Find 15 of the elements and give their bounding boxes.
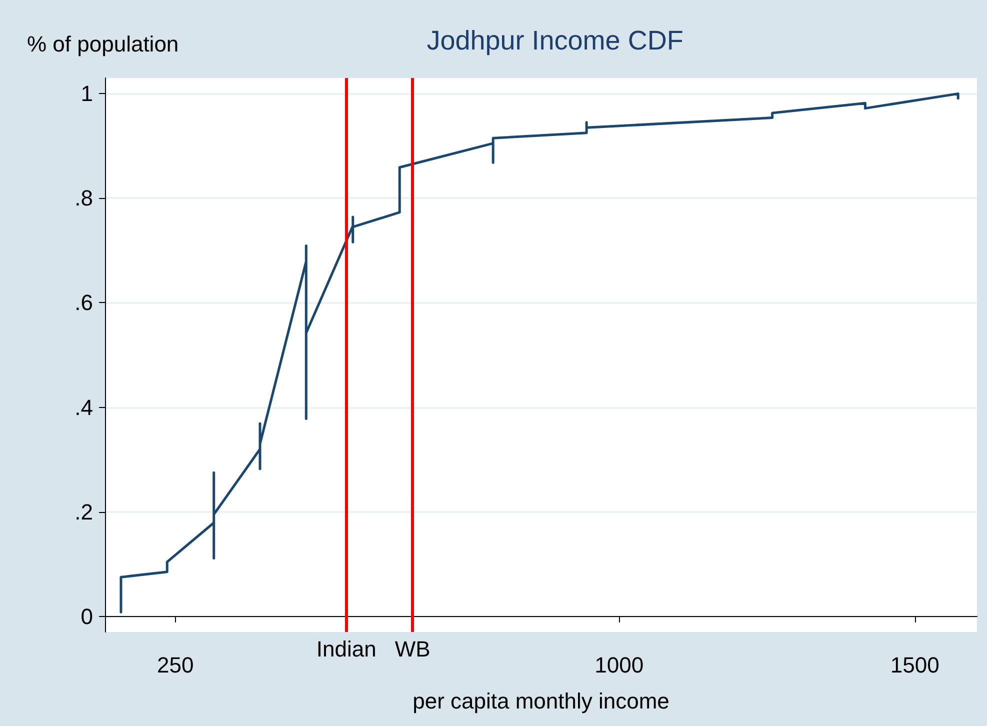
y-axis-title: % of population xyxy=(27,32,179,56)
y-tick-label: .4 xyxy=(74,394,93,420)
y-tick-label: .6 xyxy=(74,290,93,316)
line-series xyxy=(120,92,960,614)
chart-title: Jodhpur Income CDF xyxy=(426,26,684,56)
ref-line-label: Indian xyxy=(316,636,376,662)
x-tick-label: 250 xyxy=(157,652,194,678)
y-tick-label: 1 xyxy=(80,81,93,106)
y-tick-label: .8 xyxy=(74,186,93,211)
y-tick-label: .2 xyxy=(74,499,93,524)
x-tick-label: 1000 xyxy=(594,652,644,678)
x-axis-title: per capita monthly income xyxy=(412,688,670,714)
x-tick-label: 1500 xyxy=(890,652,940,678)
ref-line-label: WB xyxy=(394,636,430,662)
y-tick-label: 0 xyxy=(80,604,93,629)
